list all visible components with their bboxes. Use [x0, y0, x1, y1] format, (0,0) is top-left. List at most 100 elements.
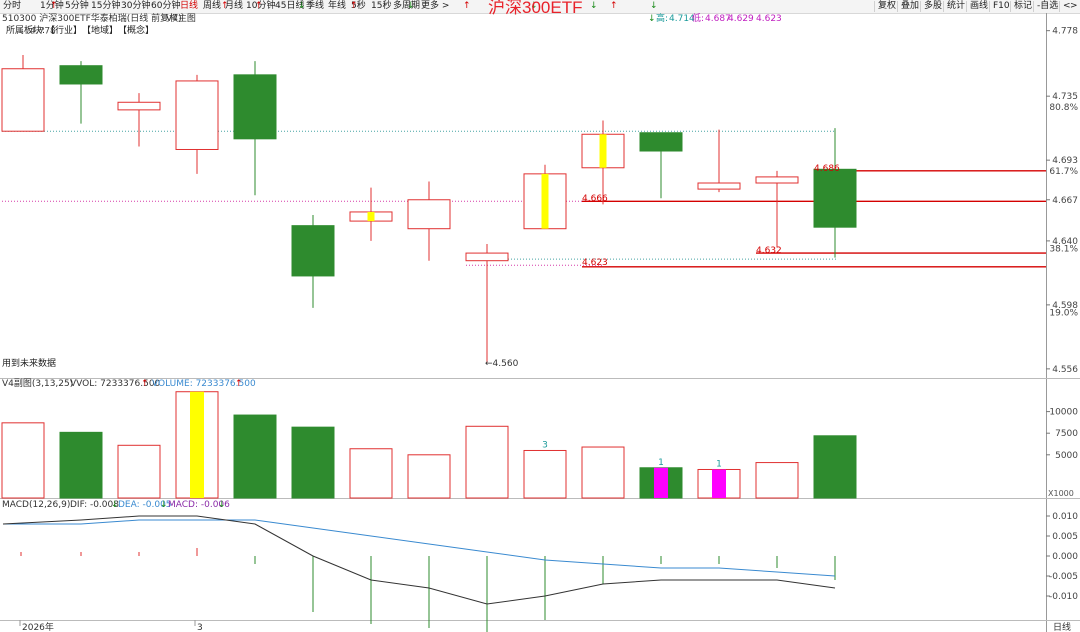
period-tab-monthly[interactable]: 月线: [225, 1, 244, 11]
mark-button[interactable]: 标记: [1010, 1, 1032, 12]
volume-bar: [59, 431, 103, 499]
volume-panel: V4副图(3,13,25) VVOL: 7233376.500 ↑ VOLUME…: [1, 378, 1078, 499]
macd-tick-label: -0.010: [1049, 592, 1078, 602]
price-label: 4.686: [814, 164, 840, 174]
period-tab-5sec[interactable]: 5秒: [351, 1, 366, 11]
price-tick-label: 4.735: [1052, 92, 1078, 102]
period-tab-multi[interactable]: 多周期: [393, 1, 421, 11]
volume-bar: [1, 422, 45, 499]
period-tab-intraday[interactable]: 分时: [3, 1, 22, 11]
candlestick: [755, 176, 799, 184]
price-label: 4.623: [582, 258, 608, 268]
period-tab-60min[interactable]: 60分钟: [151, 1, 181, 11]
ohlc-low-value: 4.687: [705, 14, 731, 24]
volume-unit-label: X1000: [1048, 489, 1074, 498]
period-tab-daily[interactable]: 日线: [180, 1, 199, 11]
period-tab-5min[interactable]: 5分钟: [65, 1, 89, 11]
period-tab-1min[interactable]: 1分钟: [40, 1, 64, 11]
price-label: ←4.560: [485, 359, 519, 369]
volume-tick-label: 5000: [1055, 451, 1078, 461]
dea-line: [3, 519, 836, 577]
macd-panel: MACD(12,26,9) DIF: -0.008 ↓ DEA: -0.005 …: [2, 500, 1078, 632]
volume-bar-label: 3: [542, 440, 548, 450]
volume-bar: [581, 446, 625, 499]
signal-arrow-up-icon: ↑: [610, 1, 618, 11]
pct-tick-label: 61.7%: [1049, 167, 1078, 177]
period-tab-more[interactable]: 更多 >: [421, 1, 450, 11]
price-tick-label: 4.556: [1052, 365, 1078, 375]
volume-bar: [407, 454, 451, 499]
pct-tick-label: 38.1%: [1049, 245, 1078, 255]
macd-tick-label: 0.000: [1052, 552, 1078, 562]
volume-bar: [755, 462, 799, 499]
candlestick: [813, 168, 857, 228]
period-tab-yearly[interactable]: 年线: [328, 1, 347, 11]
next-arrow-icon[interactable]: >: [1070, 1, 1078, 11]
signal-arrow-up-icon: ↑: [50, 1, 58, 11]
sector-prefix: 所属板块:: [6, 26, 46, 36]
ohlc-value-1: 4.629: [728, 14, 754, 24]
macd-tick-label: -0.005: [1049, 572, 1078, 582]
macd-value-label: MACD: -0.006: [168, 500, 230, 510]
dif-arrow-icon: ↓: [111, 500, 119, 510]
ohlc-high-label: 高:: [656, 14, 669, 24]
prev-arrow-icon[interactable]: <: [1059, 1, 1071, 12]
period-tab-weekly[interactable]: 周线: [203, 1, 222, 11]
overlay-button[interactable]: 叠加: [897, 1, 919, 12]
volume-highlight: [190, 391, 204, 498]
period-tab-15sec[interactable]: 15秒: [371, 1, 392, 11]
period-tab-45day[interactable]: 45日线: [275, 1, 305, 11]
volume-bar-label: 1: [716, 459, 722, 469]
adjust-button[interactable]: 复权: [874, 1, 896, 12]
volume-bar: [523, 449, 567, 499]
volume-label: VOLUME: 7233376.500: [152, 379, 256, 389]
stats-button[interactable]: 统计: [943, 1, 965, 12]
date-axis: 日线 2026年 3: [19, 620, 1071, 632]
dea-label: DEA: -0.005: [118, 500, 172, 510]
signal-arrow-up-icon: ↑: [463, 1, 471, 11]
sector-tag-concept[interactable]: 【概念】: [118, 26, 155, 36]
volume-bar-label: 1: [658, 458, 664, 468]
price-label: 4.666: [582, 194, 608, 204]
volume-tick-label: 7500: [1055, 429, 1078, 439]
sector-tag-industry[interactable]: 【行业】: [46, 26, 83, 36]
future-data-note: 用到未来数据: [2, 359, 57, 369]
candle-highlight: [541, 173, 549, 229]
ohlc-arrow-icon: ↓: [648, 14, 656, 24]
price-tick-label: 4.640: [1052, 237, 1078, 247]
period-footer-label: 日线: [1053, 621, 1071, 632]
candlestick: [1, 68, 45, 132]
candlestick: [291, 225, 335, 277]
price-label: 4.778: [30, 27, 56, 37]
ohlc-low-label: 低:: [692, 14, 705, 24]
period-tab-30min[interactable]: 30分钟: [121, 1, 151, 11]
price-panel: 4.778 4.735 4.693 4.667 4.640 4.598 4.556 80.8%…: [1, 27, 1078, 375]
period-tab-quarterly[interactable]: 季线: [306, 1, 325, 11]
signal-arrow-up-icon: ↑: [350, 1, 358, 11]
dif-line: [2, 515, 836, 605]
price-tick-label: 4.598: [1052, 301, 1078, 311]
dif-label: DIF: -0.008: [70, 500, 119, 510]
volume-bar: [349, 448, 393, 499]
draw-button[interactable]: 画线: [966, 1, 988, 12]
vvol-arrow-icon: ↑: [141, 379, 149, 389]
candlestick: [117, 101, 161, 111]
candlestick: [639, 132, 683, 152]
signal-arrow-down-icon: ↓: [650, 1, 658, 11]
volume-bar: [233, 414, 277, 499]
instrument-title: 510300 沪深300ETF华泰柏瑞(日线 前复权): [2, 14, 182, 24]
ohlc-value-2: 4.623: [756, 14, 782, 24]
multi-stock-button[interactable]: 多股: [920, 1, 942, 12]
vvol-label: VVOL: 7233376.500: [70, 379, 161, 389]
period-tab-15min[interactable]: 15分钟: [91, 1, 121, 11]
pct-tick-label: 80.8%: [1049, 103, 1078, 113]
macd-tick-label: 0.005: [1052, 532, 1078, 542]
period-tab-10min[interactable]: 10分钟: [246, 1, 276, 11]
sector-tag-region[interactable]: 【地域】: [82, 26, 119, 36]
watchlist-button[interactable]: -自选: [1033, 1, 1058, 12]
candlestick: [407, 199, 451, 230]
f10-button[interactable]: F10: [989, 1, 1010, 12]
pct-tick-label: 19.0%: [1049, 308, 1078, 318]
candle-highlight: [367, 211, 375, 222]
